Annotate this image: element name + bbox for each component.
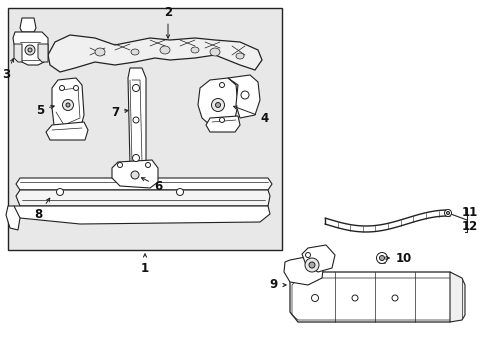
Polygon shape [14,44,22,62]
Polygon shape [289,272,457,322]
Ellipse shape [131,49,139,55]
Circle shape [391,295,397,301]
Circle shape [305,258,318,272]
Polygon shape [227,75,260,118]
Text: 2: 2 [163,5,172,38]
Polygon shape [449,272,464,322]
Text: 9: 9 [269,279,285,292]
Polygon shape [284,255,324,285]
Polygon shape [205,116,240,132]
Text: 3: 3 [2,59,14,81]
Text: 1: 1 [141,254,149,274]
Polygon shape [16,190,269,206]
Circle shape [376,252,386,264]
Circle shape [73,85,79,90]
Text: 8: 8 [34,198,50,221]
Polygon shape [302,245,334,272]
Polygon shape [14,206,269,224]
Circle shape [446,211,448,215]
Circle shape [131,171,139,179]
Circle shape [215,103,220,108]
Circle shape [311,294,318,302]
Text: 5: 5 [36,104,54,117]
Circle shape [211,99,224,112]
Circle shape [57,189,63,195]
Text: 11: 11 [461,206,477,219]
Ellipse shape [209,48,220,56]
Polygon shape [8,8,282,250]
Circle shape [308,262,314,268]
Polygon shape [52,78,84,138]
Circle shape [25,45,35,55]
Polygon shape [112,160,158,188]
Polygon shape [6,206,20,230]
Circle shape [132,154,139,162]
Circle shape [60,85,64,90]
Ellipse shape [191,47,199,53]
Polygon shape [198,78,238,125]
Polygon shape [128,68,146,172]
Circle shape [219,117,224,122]
Polygon shape [16,178,271,190]
Polygon shape [38,44,48,62]
Polygon shape [46,122,88,140]
Circle shape [176,189,183,195]
Circle shape [28,48,32,52]
Circle shape [66,103,70,107]
Text: 4: 4 [233,106,268,125]
Circle shape [305,252,310,257]
Circle shape [241,91,248,99]
Ellipse shape [95,48,105,56]
Circle shape [117,162,122,167]
Text: 7: 7 [111,105,128,118]
Text: 10: 10 [384,252,411,265]
Circle shape [444,210,450,216]
Polygon shape [20,18,36,32]
Circle shape [145,162,150,167]
Circle shape [219,82,224,87]
Text: 12: 12 [461,220,477,233]
Circle shape [379,256,384,261]
Circle shape [132,85,139,91]
Polygon shape [13,32,48,65]
Circle shape [133,117,139,123]
Text: 6: 6 [141,178,162,193]
Circle shape [62,99,73,111]
Circle shape [351,295,357,301]
Ellipse shape [236,53,244,59]
Ellipse shape [160,46,170,54]
Polygon shape [48,35,262,72]
